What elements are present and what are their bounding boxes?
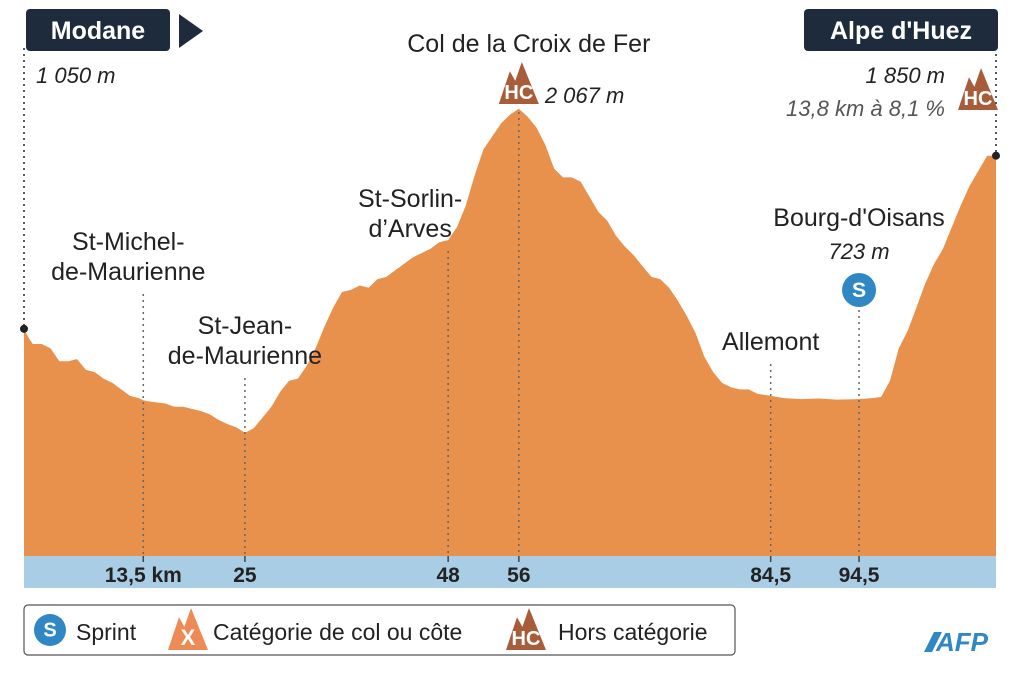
afp-logo-mark xyxy=(924,632,942,652)
col-de-la-croix-de-fer-hc-icon-text: HC xyxy=(504,82,533,104)
st-michel-de-maurienne-name-line-1: St-Michel- xyxy=(72,228,185,256)
bourg-d-oisans-sprint-icon xyxy=(842,273,877,307)
st-michel-de-maurienne-name-line-2: de-Maurienne xyxy=(51,258,205,286)
legend-hors-categorie-icon xyxy=(506,608,546,650)
alpe-d-huez-climb: 13,8 km à 8,1 % xyxy=(786,96,945,121)
st-jean-de-maurienne-name-line-2: de-Maurienne xyxy=(168,342,322,370)
legend-hors-categorie-label: Hors catégorie xyxy=(558,619,708,645)
elevation-profile-area xyxy=(24,108,996,557)
col-de-la-croix-de-fer-hc-icon xyxy=(498,62,539,104)
start-arrow-icon xyxy=(179,14,203,48)
legend-categorie-de-col-ou-cote-icon xyxy=(168,608,208,650)
bourg-d-oisans-name: Bourg-d'Oisans xyxy=(773,204,945,232)
alpe-d-huez-name: Alpe d'Huez xyxy=(830,17,972,45)
modane-name-box xyxy=(26,9,170,51)
col-de-la-croix-de-fer-altitude: 2 067 m xyxy=(544,83,625,108)
distance-tick-label-84-5: 84,5 xyxy=(750,564,791,587)
legend-sprint-icon-text: S xyxy=(43,620,56,642)
distance-tick-label-94-5: 94,5 xyxy=(839,564,880,587)
modane-name: Modane xyxy=(51,17,146,45)
legend-hors-categorie-icon-text: HC xyxy=(512,628,541,650)
st-jean-de-maurienne-name-line-1: St-Jean- xyxy=(198,312,292,340)
allemont-name-line-1: Allemont xyxy=(722,328,819,356)
bourg-d-oisans-sprint-icon-text: S xyxy=(852,278,866,302)
alpe-d-huez-marker-dot xyxy=(992,151,1000,160)
distance-tick-label-48: 48 xyxy=(436,564,460,587)
legend-sprint-label: Sprint xyxy=(76,619,137,645)
legend-categorie-de-col-ou-cote-label: Catégorie de col ou côte xyxy=(213,619,462,645)
alpe-d-huez-hc-icon-text: HC xyxy=(964,88,993,110)
distance-tick-label-25: 25 xyxy=(233,564,257,587)
st-sorlin-d-arves-name-line-2: d’Arves xyxy=(368,215,451,243)
st-sorlin-d-arves-name-line-1: St-Sorlin- xyxy=(358,185,462,213)
distance-tick-label-13-5-km: 13,5 km xyxy=(105,564,182,587)
legend-sprint-icon xyxy=(34,614,66,646)
alpe-d-huez-name-box xyxy=(804,9,998,51)
distance-axis-band xyxy=(24,556,996,588)
distance-tick-label-56: 56 xyxy=(507,564,530,587)
legend-categorie-de-col-ou-cote-icon-text: X xyxy=(181,625,196,650)
modane-marker-dot xyxy=(20,324,28,333)
afp-logo: AFP xyxy=(935,627,989,657)
alpe-d-huez-hc-icon xyxy=(958,68,998,110)
bourg-d-oisans-altitude: 723 m xyxy=(828,239,889,264)
col-de-la-croix-de-fer-name: Col de la Croix de Fer xyxy=(407,30,650,58)
alpe-d-huez-altitude: 1 850 m xyxy=(866,63,946,88)
modane-altitude: 1 050 m xyxy=(36,63,116,88)
